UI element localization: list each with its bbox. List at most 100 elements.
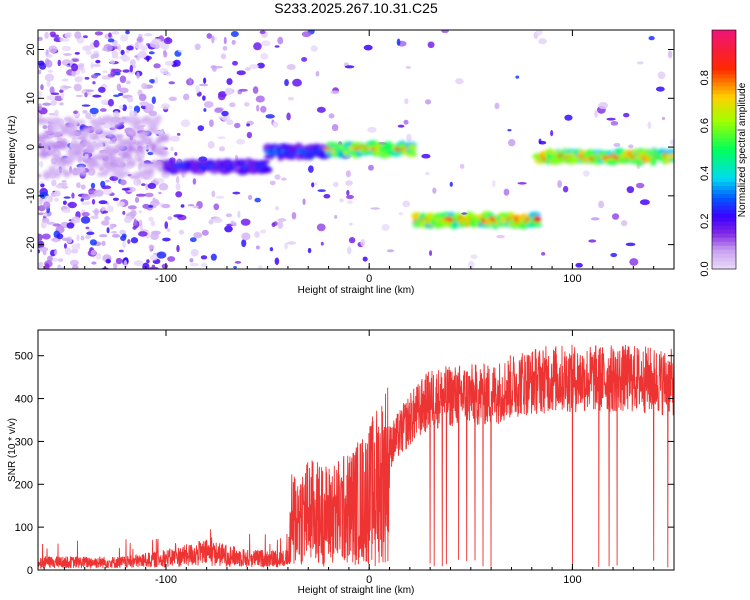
ridge-blob (138, 130, 150, 136)
noise-blob (161, 263, 169, 269)
ridge-blob (91, 134, 101, 141)
noise-blob (232, 60, 238, 66)
noise-blob (106, 205, 114, 213)
ridge-blob (72, 130, 83, 137)
colorbar-cell (712, 117, 736, 123)
noise-blob (126, 96, 134, 103)
noise-blob (241, 239, 247, 248)
noise-blob (200, 263, 208, 267)
ridge-blob (63, 170, 71, 178)
noise-blob (258, 265, 263, 269)
ridge-blob (113, 173, 125, 179)
noise-blob (50, 100, 57, 106)
noise-blob (70, 216, 81, 224)
noise-blob (368, 164, 374, 171)
noise-blob (39, 160, 44, 168)
noise-blob (146, 55, 150, 62)
noise-blob (271, 222, 276, 228)
noise-blob (49, 86, 55, 95)
noise-blob (46, 80, 51, 88)
noise-blob (134, 41, 144, 50)
noise-blob (255, 95, 265, 103)
noise-blob (286, 64, 296, 71)
noise-blob (538, 140, 547, 145)
noise-blob (138, 210, 143, 214)
noise-blob (113, 262, 118, 269)
ridge-blob (544, 159, 552, 165)
ridge-blob (51, 117, 62, 125)
noise-blob (93, 39, 100, 48)
ridge-blob (131, 140, 143, 146)
noise-blob (125, 56, 131, 62)
noise-blob (95, 253, 102, 260)
noise-blob (102, 210, 108, 214)
noise-blob (402, 200, 411, 208)
noise-blob (492, 180, 496, 188)
noise-blob (635, 182, 645, 189)
noise-blob (98, 200, 108, 205)
noise-blob (59, 37, 64, 42)
noise-blob (59, 102, 64, 106)
noise-blob (647, 121, 652, 129)
colorbar-label: Normalized spectral amplitude (737, 82, 748, 217)
noise-blob (669, 139, 674, 146)
noise-blob (432, 187, 437, 194)
colorbar-tick-label: 0.6 (699, 118, 711, 133)
noise-blob (203, 77, 207, 84)
ridge-blob (49, 124, 58, 132)
noise-blob (180, 204, 185, 208)
noise-blob (101, 75, 108, 80)
ridge-blob (45, 172, 53, 178)
colorbar-cell (712, 129, 736, 135)
noise-blob (85, 50, 92, 55)
ridge-blob (137, 155, 144, 164)
ridge-blob (136, 145, 146, 150)
noise-blob (170, 146, 174, 152)
colorbar-cell (712, 49, 736, 55)
noise-blob (138, 93, 147, 102)
noise-blob (347, 246, 352, 255)
noise-blob (225, 213, 233, 218)
noise-blob (113, 110, 120, 118)
noise-blob (148, 204, 154, 208)
noise-blob (54, 197, 59, 202)
noise-blob (61, 185, 69, 189)
noise-blob (119, 55, 126, 60)
noise-blob (112, 39, 118, 48)
noise-blob (74, 76, 83, 83)
noise-blob (54, 109, 59, 117)
noise-blob (56, 233, 64, 240)
snr-ytick-label: 500 (15, 351, 33, 363)
snr-ylabel: SNR (10 * v/v) (7, 418, 18, 482)
noise-blob (189, 262, 200, 267)
noise-blob (334, 214, 338, 219)
noise-blob (130, 209, 137, 217)
colorbar-cell (712, 57, 736, 63)
noise-blob (233, 266, 237, 269)
noise-blob (80, 184, 86, 190)
noise-blob (81, 104, 91, 107)
noise-blob (44, 73, 55, 82)
noise-blob (193, 232, 203, 239)
colorbar-cell (712, 85, 736, 91)
noise-blob (314, 182, 318, 186)
noise-blob (231, 39, 236, 45)
noise-blob (310, 45, 318, 52)
noise-blob (44, 263, 50, 269)
noise-blob (91, 261, 97, 265)
noise-blob (121, 187, 131, 191)
noise-blob (161, 203, 171, 209)
noise-blob (127, 205, 137, 210)
noise-blob (277, 221, 284, 229)
noise-blob (281, 177, 287, 181)
noise-blob (667, 50, 673, 59)
noise-blob (582, 170, 590, 177)
ridge-blob (649, 158, 657, 166)
noise-blob (53, 190, 61, 197)
ridge-blob (258, 159, 271, 164)
noise-blob (89, 239, 98, 246)
noise-blob (111, 233, 121, 238)
colorbar-cell (712, 253, 736, 258)
noise-blob (167, 256, 176, 262)
noise-blob (302, 198, 306, 205)
